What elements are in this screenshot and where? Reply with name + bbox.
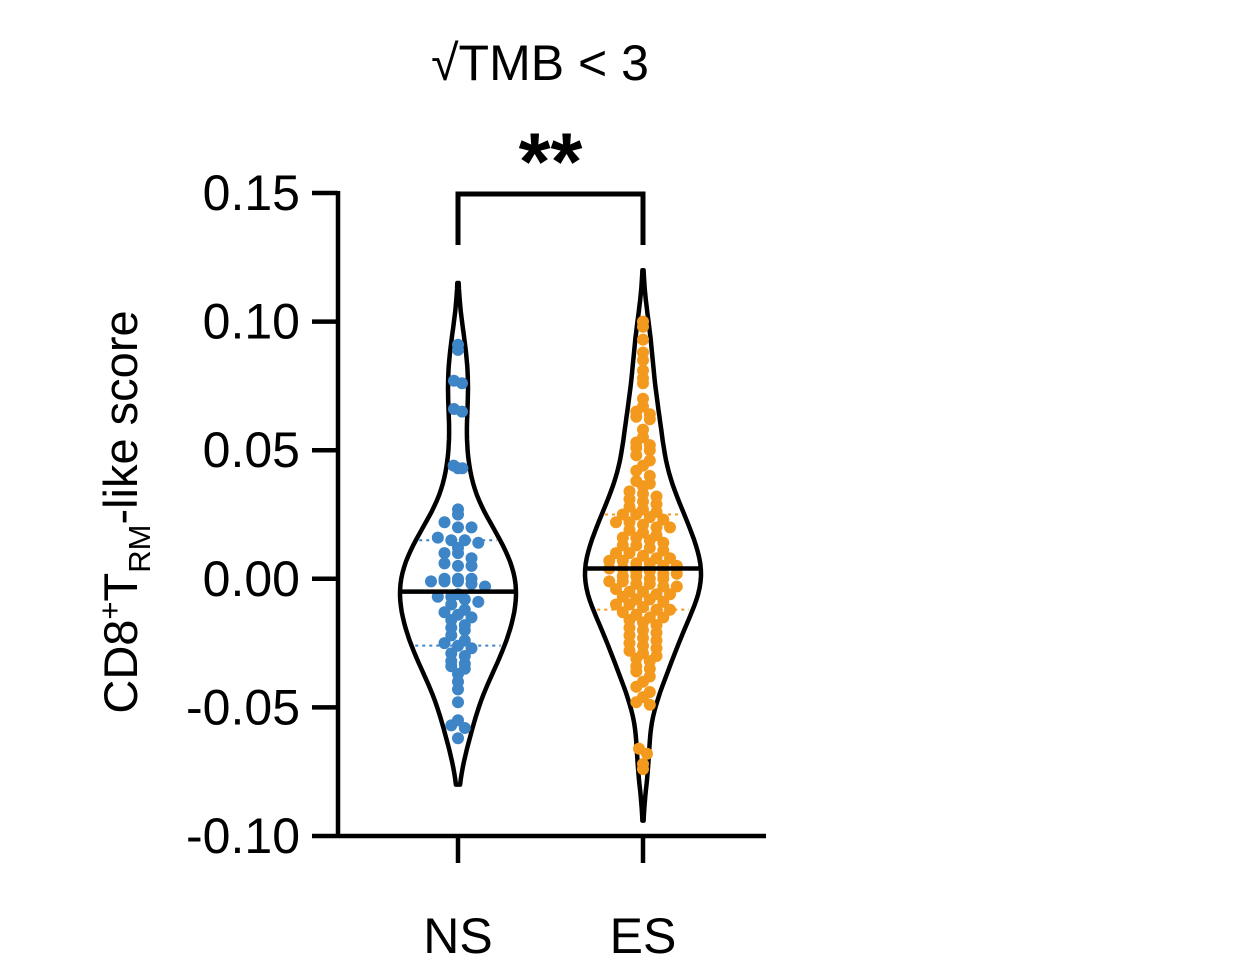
- data-point: [630, 577, 643, 590]
- violin-es: [582, 267, 704, 823]
- data-point: [438, 557, 451, 570]
- data-point: [610, 598, 622, 611]
- data-point: [643, 444, 656, 457]
- data-point: [452, 696, 464, 709]
- data-point: [458, 624, 471, 637]
- data-point: [643, 593, 656, 606]
- y-tick-label: -0.05: [186, 679, 300, 735]
- data-point: [452, 559, 464, 572]
- data-point: [643, 541, 656, 554]
- data-point: [438, 606, 451, 619]
- data-point: [616, 606, 629, 619]
- data-point: [445, 629, 458, 642]
- data-point: [438, 575, 451, 588]
- data-point: [670, 580, 683, 593]
- data-point: [657, 595, 670, 608]
- data-point: [456, 462, 469, 475]
- data-point: [630, 508, 643, 521]
- data-point: [452, 575, 464, 588]
- data-point: [641, 747, 653, 760]
- data-point: [637, 333, 649, 346]
- y-axis-label: CD8+TRM-like score: [92, 310, 157, 713]
- data-point: [472, 595, 485, 608]
- data-point: [664, 521, 676, 534]
- significance-bracket: **: [455, 117, 646, 245]
- y-tick-label: 0.05: [203, 422, 300, 478]
- x-axis: NS ES: [338, 833, 766, 962]
- data-point: [438, 516, 451, 529]
- data-point: [616, 575, 629, 588]
- data-point: [438, 637, 451, 650]
- data-point: [630, 696, 643, 709]
- x-tick-label: ES: [610, 908, 677, 962]
- data-point: [637, 320, 649, 333]
- data-point: [465, 559, 478, 572]
- y-tick-label: 0.10: [203, 294, 300, 350]
- data-point: [643, 577, 656, 590]
- y-tick-label: 0.00: [203, 551, 300, 607]
- data-point: [465, 577, 478, 590]
- data-point: [610, 516, 622, 529]
- data-point: [610, 583, 622, 596]
- data-point: [630, 410, 643, 423]
- y-axis: -0.10 -0.05 0.00 0.05 0.10 0.15: [186, 165, 341, 864]
- data-point: [643, 511, 656, 524]
- data-point: [452, 547, 464, 560]
- data-point: [643, 698, 656, 711]
- violin-outline: [397, 280, 519, 787]
- data-point: [456, 377, 468, 390]
- data-point: [637, 354, 649, 367]
- data-point: [637, 763, 649, 776]
- data-point: [630, 464, 643, 477]
- data-point: [452, 732, 464, 745]
- data-point: [623, 644, 636, 657]
- data-point: [472, 536, 485, 549]
- data-point: [657, 513, 670, 526]
- significance-label: **: [519, 117, 583, 208]
- data-point: [458, 722, 471, 734]
- data-point: [465, 642, 478, 655]
- x-tick-label: NS: [423, 908, 492, 962]
- data-point: [445, 660, 458, 673]
- violins: [397, 267, 704, 823]
- data-point: [445, 598, 458, 611]
- data-point: [452, 343, 464, 356]
- violin-ns: [397, 280, 519, 787]
- data-point: [445, 719, 458, 732]
- data-point: [425, 575, 437, 588]
- y-tick-label: -0.10: [186, 808, 300, 864]
- data-point: [637, 377, 649, 390]
- bracket-line: [455, 191, 646, 245]
- data-point: [452, 508, 464, 521]
- chart-title: √TMB < 3: [431, 35, 649, 91]
- data-point: [431, 531, 444, 544]
- data-point: [657, 611, 670, 624]
- data-point: [643, 413, 656, 426]
- data-point: [458, 593, 471, 606]
- data-point: [456, 405, 468, 418]
- y-tick-label: 0.15: [203, 165, 300, 221]
- data-point: [630, 449, 643, 462]
- data-point: [630, 539, 643, 552]
- violin-outline: [582, 267, 704, 823]
- data-point: [458, 534, 471, 547]
- data-point: [452, 521, 464, 534]
- data-point: [630, 680, 643, 693]
- data-point: [630, 665, 643, 678]
- data-point: [452, 683, 464, 696]
- data-point: [438, 547, 451, 560]
- data-point: [465, 521, 478, 534]
